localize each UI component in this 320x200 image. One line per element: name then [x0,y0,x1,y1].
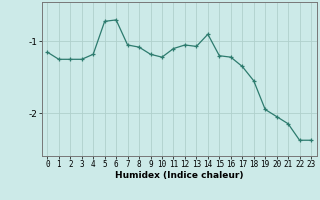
X-axis label: Humidex (Indice chaleur): Humidex (Indice chaleur) [115,171,244,180]
